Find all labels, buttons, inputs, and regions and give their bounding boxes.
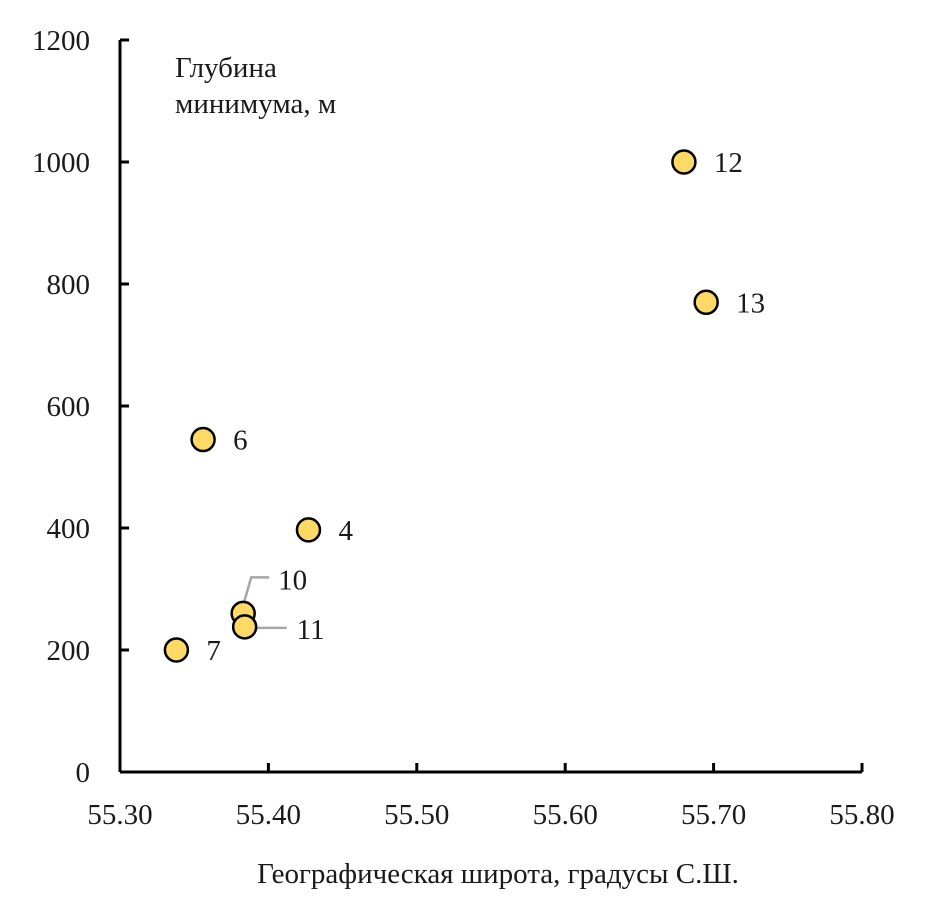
- y-tick-label: 400: [47, 513, 91, 545]
- y-tick-label: 1000: [32, 147, 90, 179]
- y-tick-label: 200: [47, 635, 91, 667]
- x-tick-label: 55.40: [236, 799, 301, 831]
- point-label-7: 7: [206, 635, 221, 667]
- point-label-6: 6: [233, 425, 248, 457]
- x-tick-label: 55.60: [533, 799, 598, 831]
- data-point-6: [190, 426, 216, 453]
- x-tick-label: 55.50: [384, 799, 449, 831]
- data-point-4: [295, 517, 322, 543]
- x-axis-ticks: 55.30 55.40 55.50 55.60 55.70 55.80: [87, 763, 895, 831]
- y-axis-ticks: 0 200 400 600 800 1000 1200: [32, 25, 129, 789]
- data-point-13: [693, 289, 719, 316]
- point-label-11: 11: [297, 614, 325, 646]
- x-tick-label: 55.80: [829, 799, 894, 831]
- data-point-7: [163, 637, 190, 663]
- point-label-12: 12: [714, 147, 743, 179]
- leader-line-10: [241, 576, 270, 606]
- y-axis-title-line-2: минимума, м: [175, 88, 336, 120]
- point-label-13: 13: [736, 287, 765, 319]
- x-tick-label: 55.70: [681, 799, 746, 831]
- y-axis-title-line-1: Глубина: [175, 52, 277, 84]
- point-label-10: 10: [278, 564, 307, 596]
- data-points: [163, 149, 719, 663]
- x-tick-label: 55.30: [87, 799, 152, 831]
- data-point-11: [231, 614, 258, 640]
- point-labels: 12 13 6 4 10 11 7: [206, 147, 765, 667]
- data-point-12: [671, 149, 697, 175]
- y-tick-label: 600: [47, 391, 91, 423]
- point-label-4: 4: [338, 515, 353, 547]
- y-tick-label: 1200: [32, 25, 90, 57]
- y-tick-label: 0: [76, 757, 91, 789]
- x-axis-title: Географическая широта, градусы С.Ш.: [257, 858, 739, 890]
- y-tick-label: 800: [47, 269, 91, 301]
